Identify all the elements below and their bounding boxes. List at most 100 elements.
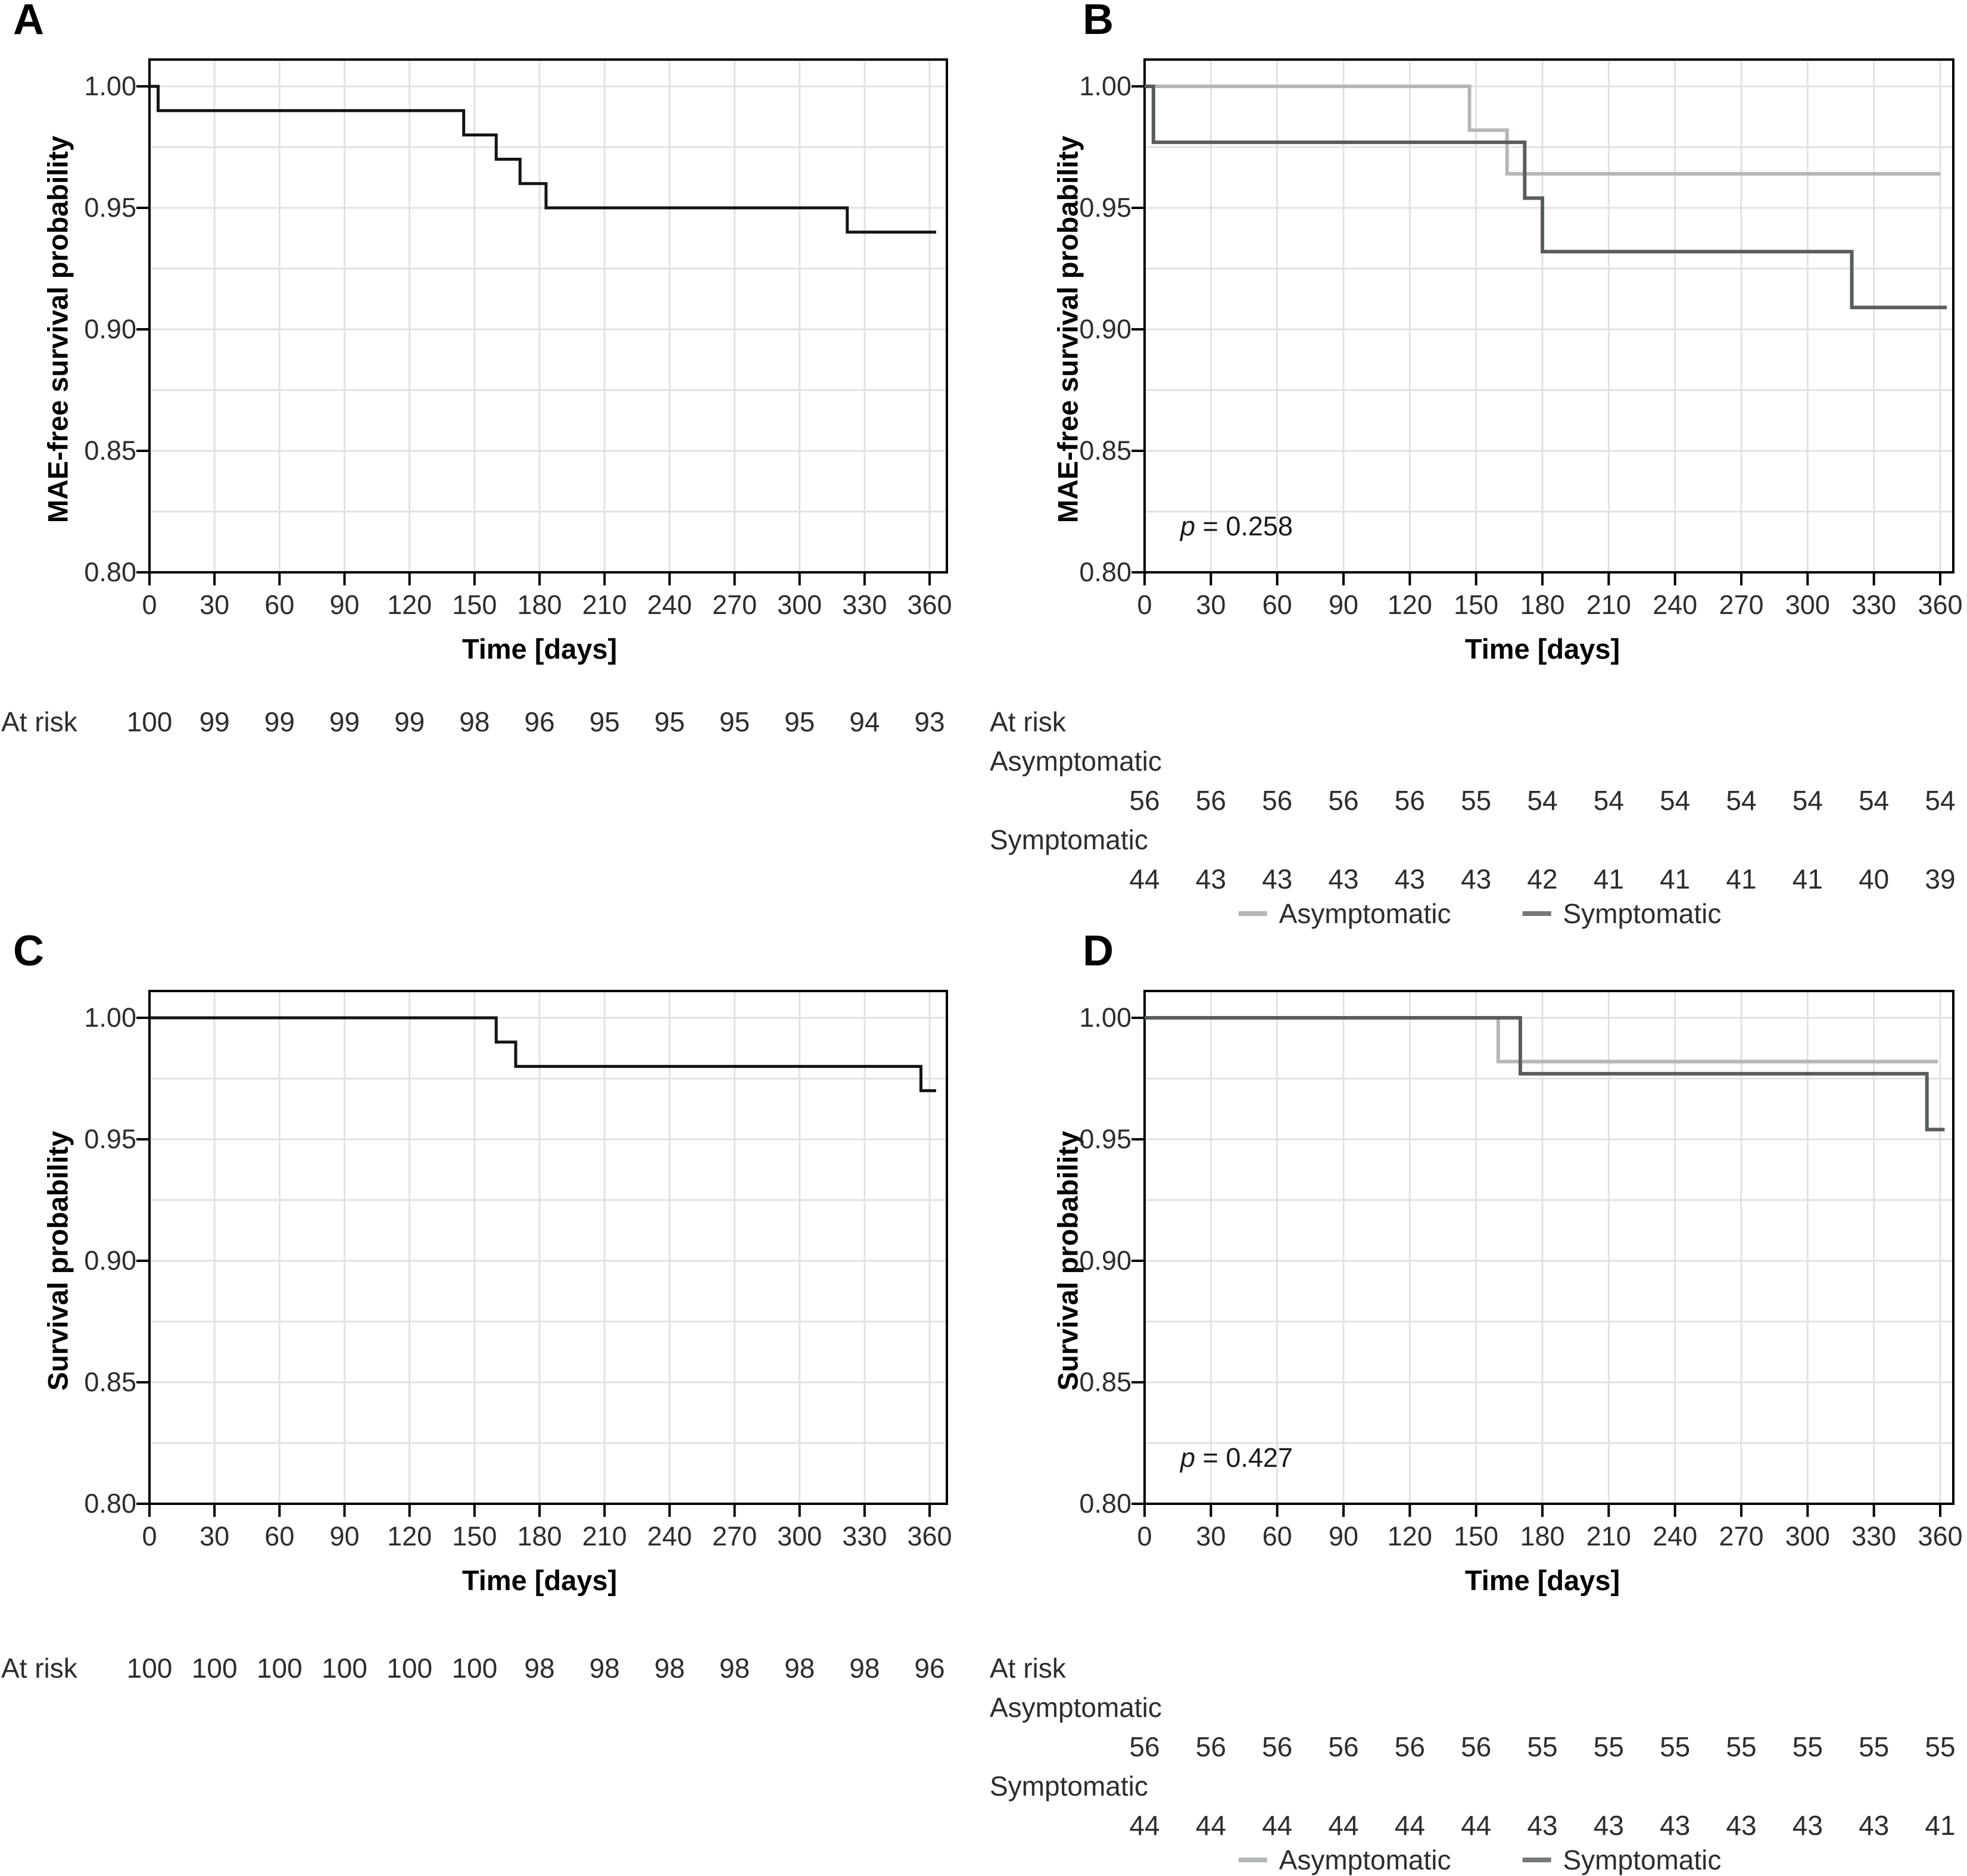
x-tick-label: 60 xyxy=(264,1521,295,1551)
panel-d-legend: Asymptomatic Symptomatic xyxy=(1238,1844,1721,1876)
at-risk-value: 40 xyxy=(1859,864,1890,895)
p-value-text: = 0.258 xyxy=(1195,511,1293,541)
x-tick-label: 150 xyxy=(452,590,497,620)
at-risk-value: 95 xyxy=(784,706,815,737)
at-risk-value: 98 xyxy=(849,1653,880,1684)
y-tick-label: 0.95 xyxy=(84,192,136,223)
at-risk-value: 98 xyxy=(524,1653,555,1684)
at-risk-value: 43 xyxy=(1726,1810,1757,1841)
x-tick-label: 180 xyxy=(1520,590,1565,620)
x-tick-label: 300 xyxy=(1785,1521,1830,1551)
p-symbol: p xyxy=(1180,511,1196,541)
panel-d-x-axis-title: Time [days] xyxy=(1464,1565,1620,1596)
plot-frame xyxy=(1143,58,1954,574)
at-risk-value: 41 xyxy=(1925,1810,1956,1841)
panel-b-x-axis-title: Time [days] xyxy=(1464,633,1620,665)
at-risk-value: 56 xyxy=(1328,1731,1359,1762)
x-tick-label: 240 xyxy=(647,590,692,620)
x-tick-label: 210 xyxy=(582,590,627,620)
y-tick-label: 1.00 xyxy=(1079,71,1131,101)
x-tick-label: 120 xyxy=(387,1521,432,1551)
km-curve-all-patients xyxy=(149,85,936,234)
at-risk-value: 55 xyxy=(1527,1731,1558,1762)
x-tick-label: 330 xyxy=(842,590,887,620)
x-tick-label: 360 xyxy=(1918,590,1963,620)
at-risk-value: 42 xyxy=(1527,864,1558,895)
km-curve-symptomatic xyxy=(1145,85,1947,310)
x-tick-label: 270 xyxy=(712,1521,758,1551)
x-tick-label: 30 xyxy=(1196,1521,1226,1551)
panel-c-letter: C xyxy=(13,927,44,975)
y-tick-label: 0.85 xyxy=(84,435,136,466)
panel-b-at-risk-group-asymptomatic: Asymptomatic xyxy=(990,746,1162,777)
x-tick-label: 270 xyxy=(712,590,758,620)
panel-c-x-axis-title: Time [days] xyxy=(462,1565,618,1596)
at-risk-value: 43 xyxy=(1660,1810,1691,1841)
km-curve-asymptomatic xyxy=(1145,85,1940,176)
y-tick-label: 0.90 xyxy=(1079,314,1131,344)
at-risk-value: 96 xyxy=(524,706,555,737)
symptomatic-line-swatch xyxy=(1522,1858,1551,1862)
at-risk-value: 43 xyxy=(1394,864,1425,895)
at-risk-value: 54 xyxy=(1859,785,1890,816)
panel-d-at-risk-header: At risk xyxy=(990,1653,1066,1684)
symptomatic-line-swatch xyxy=(1522,911,1551,916)
x-tick-label: 180 xyxy=(517,1521,562,1551)
panel-d-p-value: p = 0.427 xyxy=(1180,1442,1293,1473)
at-risk-value: 56 xyxy=(1195,1731,1226,1762)
y-tick-label: 0.80 xyxy=(1079,557,1131,587)
x-tick-label: 0 xyxy=(142,590,157,620)
at-risk-value: 100 xyxy=(191,1653,238,1684)
panel-d-letter: D xyxy=(1083,927,1114,975)
legend-label-asymptomatic: Asymptomatic xyxy=(1279,898,1451,929)
panel-a: A MAE-free survival probability Time [da… xyxy=(0,0,983,929)
at-risk-value: 55 xyxy=(1792,1731,1823,1762)
x-tick-label: 150 xyxy=(1454,590,1499,620)
at-risk-value: 41 xyxy=(1660,864,1691,895)
at-risk-value: 56 xyxy=(1394,1731,1425,1762)
at-risk-value: 99 xyxy=(394,706,425,737)
x-tick-label: 180 xyxy=(1520,1521,1565,1551)
x-tick-label: 240 xyxy=(1653,590,1698,620)
x-tick-label: 240 xyxy=(647,1521,692,1551)
x-tick-label: 90 xyxy=(1328,590,1359,620)
at-risk-value: 54 xyxy=(1593,785,1624,816)
at-risk-value: 93 xyxy=(914,706,945,737)
legend-label-asymptomatic: Asymptomatic xyxy=(1279,1844,1451,1875)
at-risk-value: 44 xyxy=(1262,1810,1293,1841)
at-risk-value: 55 xyxy=(1461,785,1492,816)
at-risk-value: 44 xyxy=(1129,1810,1160,1841)
x-tick-label: 180 xyxy=(517,590,562,620)
x-tick-label: 270 xyxy=(1719,590,1764,620)
y-tick-label: 0.90 xyxy=(84,314,136,344)
x-tick-label: 60 xyxy=(264,590,295,620)
legend-label-symptomatic: Symptomatic xyxy=(1563,898,1722,929)
legend-item-symptomatic: Symptomatic xyxy=(1522,898,1722,930)
legend-item-symptomatic: Symptomatic xyxy=(1522,1844,1721,1876)
at-risk-value: 41 xyxy=(1792,864,1823,895)
at-risk-value: 43 xyxy=(1792,1810,1823,1841)
panel-c: C Survival probability Time [days] At ri… xyxy=(0,927,983,1862)
x-tick-label: 270 xyxy=(1719,1521,1764,1551)
x-tick-label: 360 xyxy=(907,590,952,620)
at-risk-value: 55 xyxy=(1660,1731,1691,1762)
at-risk-value: 100 xyxy=(256,1653,303,1684)
x-tick-label: 30 xyxy=(199,590,230,620)
y-tick-label: 0.90 xyxy=(84,1245,136,1276)
y-tick-label: 0.85 xyxy=(1079,1367,1131,1397)
x-tick-label: 210 xyxy=(582,1521,627,1551)
at-risk-value: 43 xyxy=(1262,864,1293,895)
x-tick-label: 0 xyxy=(1137,590,1152,620)
p-symbol: p xyxy=(1180,1442,1196,1473)
x-tick-label: 330 xyxy=(1851,1521,1897,1551)
at-risk-value: 56 xyxy=(1262,1731,1293,1762)
at-risk-value: 56 xyxy=(1328,785,1359,816)
x-tick-label: 90 xyxy=(329,1521,360,1551)
km-curve-all-patients xyxy=(149,1016,936,1092)
x-tick-label: 30 xyxy=(1196,590,1226,620)
at-risk-value: 56 xyxy=(1461,1731,1492,1762)
at-risk-value: 55 xyxy=(1859,1731,1890,1762)
x-tick-label: 330 xyxy=(842,1521,887,1551)
at-risk-value: 99 xyxy=(199,706,230,737)
x-tick-label: 300 xyxy=(777,590,822,620)
